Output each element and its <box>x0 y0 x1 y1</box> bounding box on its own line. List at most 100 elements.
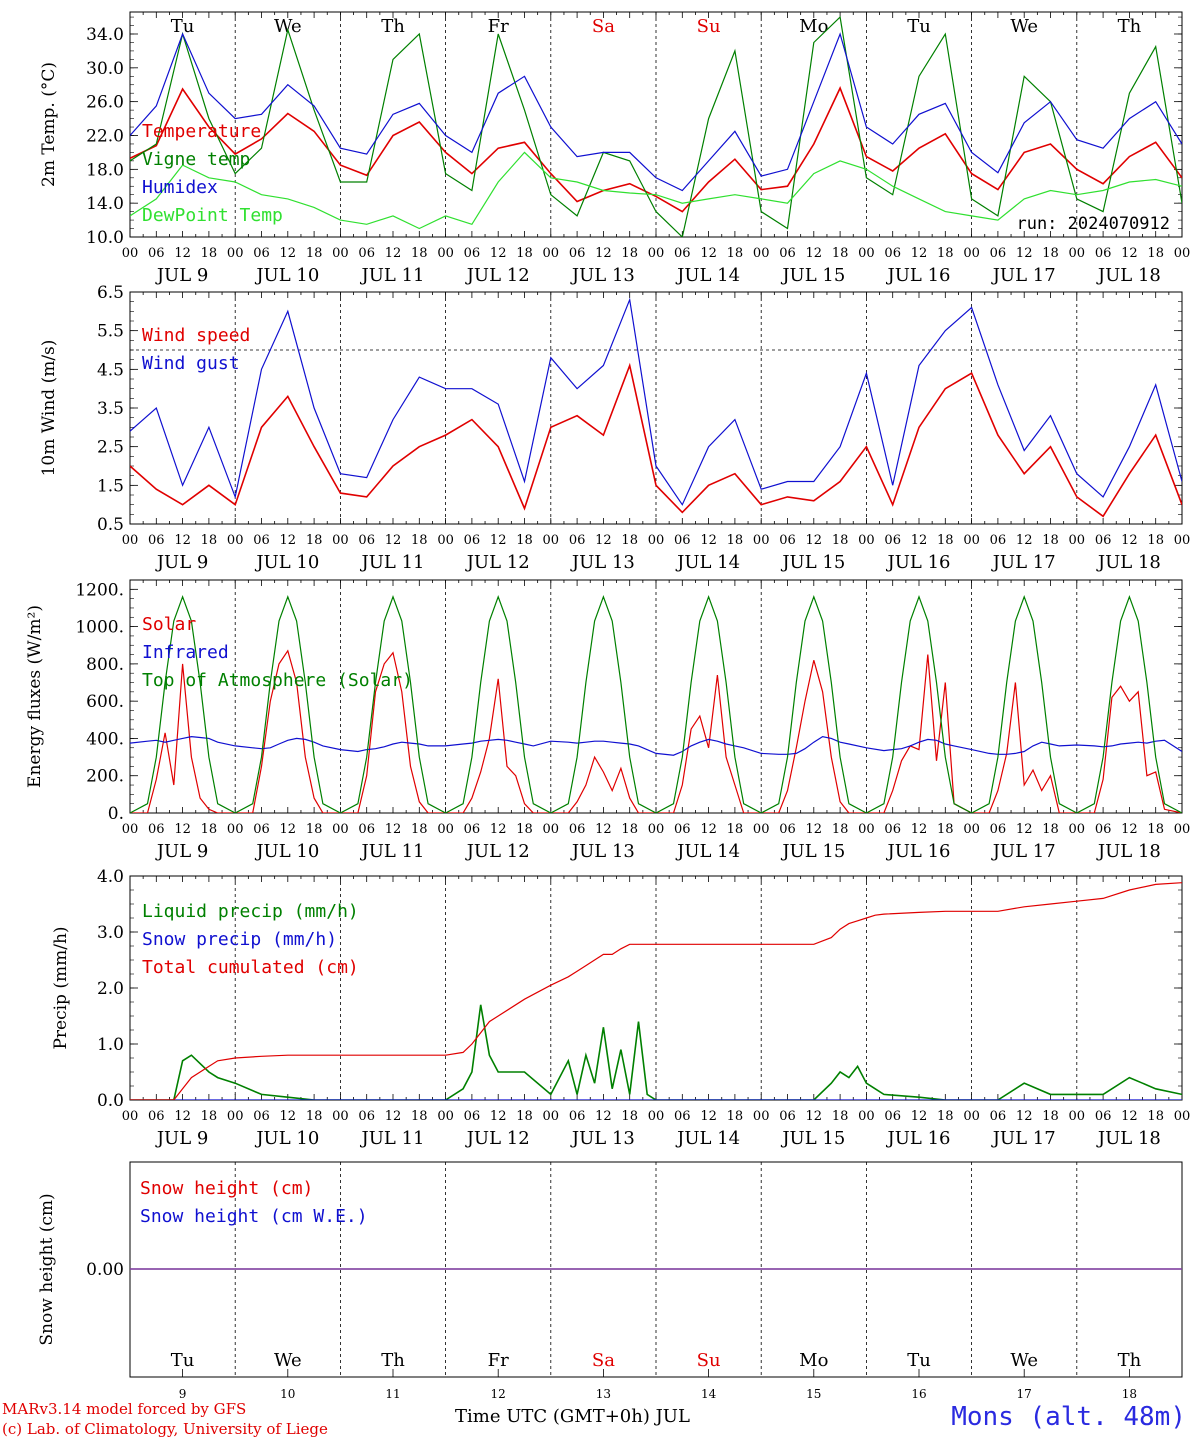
hour-label: 00 <box>1174 246 1191 261</box>
hour-label: 00 <box>858 246 875 261</box>
hour-label: 12 <box>174 822 191 837</box>
date-label: JUL 17 <box>991 265 1056 286</box>
hour-label: 00 <box>753 1109 770 1124</box>
y-tick-label: 10.0 <box>86 228 124 248</box>
hour-label: 00 <box>122 1109 139 1124</box>
hour-label: 18 <box>1147 533 1164 548</box>
date-label: JUL 10 <box>254 1128 319 1149</box>
y-tick-label: 600. <box>86 692 124 712</box>
hour-label: 06 <box>569 533 586 548</box>
weekday-label: We <box>274 16 302 37</box>
legend-entry: Total cumulated (cm) <box>142 957 359 978</box>
series-line-humidex <box>130 32 1182 192</box>
hour-label: 12 <box>280 1109 297 1124</box>
hour-label: 06 <box>990 533 1007 548</box>
day-number-label: 15 <box>806 1387 821 1401</box>
legend-entry: Liquid precip (mm/h) <box>142 901 359 922</box>
day-number-label: 11 <box>385 1387 400 1401</box>
hour-label: 06 <box>990 1109 1007 1124</box>
hour-label: 18 <box>306 246 323 261</box>
weekday-label: Su <box>697 16 721 37</box>
date-label: JUL 17 <box>991 552 1056 573</box>
day-number-label: 16 <box>911 1387 926 1401</box>
date-label: JUL 14 <box>675 1128 740 1149</box>
y-tick-label: 0.00 <box>86 1260 124 1280</box>
hour-label: 00 <box>122 822 139 837</box>
series-line-dewpoint-temp <box>130 151 1182 230</box>
date-label: JUL 15 <box>780 265 845 286</box>
date-label: JUL 16 <box>886 841 951 862</box>
hour-label: 18 <box>727 533 744 548</box>
hour-label: 06 <box>1095 533 1112 548</box>
hour-label: 18 <box>411 246 428 261</box>
hour-label: 12 <box>385 822 402 837</box>
date-label: JUL 16 <box>886 1128 951 1149</box>
hour-label: 00 <box>753 822 770 837</box>
legend-entry: Wind gust <box>142 353 240 374</box>
hour-label: 00 <box>648 1109 665 1124</box>
weekday-label: Su <box>697 1350 721 1371</box>
hour-label: 12 <box>174 1109 191 1124</box>
hour-label: 12 <box>174 533 191 548</box>
hour-label: 00 <box>963 822 980 837</box>
hour-label: 06 <box>674 822 691 837</box>
hour-label: 00 <box>543 246 560 261</box>
hour-label: 06 <box>358 533 375 548</box>
day-number-label: 17 <box>1017 1387 1032 1401</box>
hour-label: 00 <box>648 533 665 548</box>
hour-label: 12 <box>595 822 612 837</box>
legend-entry: Snow height (cm) <box>140 1178 313 1199</box>
hour-label: 18 <box>621 246 638 261</box>
date-label: JUL 9 <box>155 1128 209 1149</box>
weekday-label: Fr <box>488 16 509 37</box>
y-tick-label: 3.5 <box>97 399 124 419</box>
hour-label: 12 <box>385 1109 402 1124</box>
legend-entry: Snow height (cm W.E.) <box>140 1206 368 1227</box>
hour-label: 18 <box>937 533 954 548</box>
hour-label: 00 <box>332 1109 349 1124</box>
hour-label: 00 <box>227 822 244 837</box>
y-tick-label: 800. <box>86 655 124 675</box>
hour-label: 00 <box>332 246 349 261</box>
date-label: JUL 12 <box>465 552 530 573</box>
y-tick-label: 18.0 <box>86 160 124 180</box>
y-axis-label: Snow height (cm) <box>37 1193 57 1345</box>
hour-label: 18 <box>1147 246 1164 261</box>
hour-label: 12 <box>911 533 928 548</box>
y-tick-label: 4.0 <box>97 867 124 887</box>
hour-label: 00 <box>1069 246 1086 261</box>
weekday-label: We <box>1010 1350 1038 1371</box>
hour-label: 18 <box>727 822 744 837</box>
hour-label: 18 <box>832 1109 849 1124</box>
hour-label: 12 <box>806 246 823 261</box>
hour-label: 18 <box>516 1109 533 1124</box>
y-tick-label: 34.0 <box>86 25 124 45</box>
hour-label: 00 <box>1069 533 1086 548</box>
hour-label: 18 <box>621 822 638 837</box>
date-label: JUL 18 <box>1096 841 1161 862</box>
hour-label: 00 <box>1174 822 1191 837</box>
day-number-label: 13 <box>596 1387 611 1401</box>
hour-label: 12 <box>280 246 297 261</box>
hour-label: 00 <box>858 533 875 548</box>
date-label: JUL 15 <box>780 552 845 573</box>
hour-label: 06 <box>464 1109 481 1124</box>
legend-entry: Top of Atmosphere (Solar) <box>142 670 413 691</box>
date-label: JUL 14 <box>675 841 740 862</box>
y-tick-label: 2.5 <box>97 438 124 458</box>
hour-label: 00 <box>963 246 980 261</box>
hour-label: 12 <box>1121 246 1138 261</box>
date-label: JUL 15 <box>780 1128 845 1149</box>
hour-label: 00 <box>437 246 454 261</box>
hour-label: 18 <box>1147 822 1164 837</box>
hour-label: 12 <box>700 533 717 548</box>
hour-label: 12 <box>385 246 402 261</box>
hour-label: 00 <box>437 822 454 837</box>
hour-label: 18 <box>832 533 849 548</box>
hour-label: 12 <box>700 246 717 261</box>
model-credit: MARv3.14 model forced by GFS <box>2 1400 247 1418</box>
hour-label: 06 <box>990 246 1007 261</box>
hour-label: 12 <box>1016 533 1033 548</box>
date-label: JUL 10 <box>254 265 319 286</box>
hour-label: 12 <box>911 246 928 261</box>
